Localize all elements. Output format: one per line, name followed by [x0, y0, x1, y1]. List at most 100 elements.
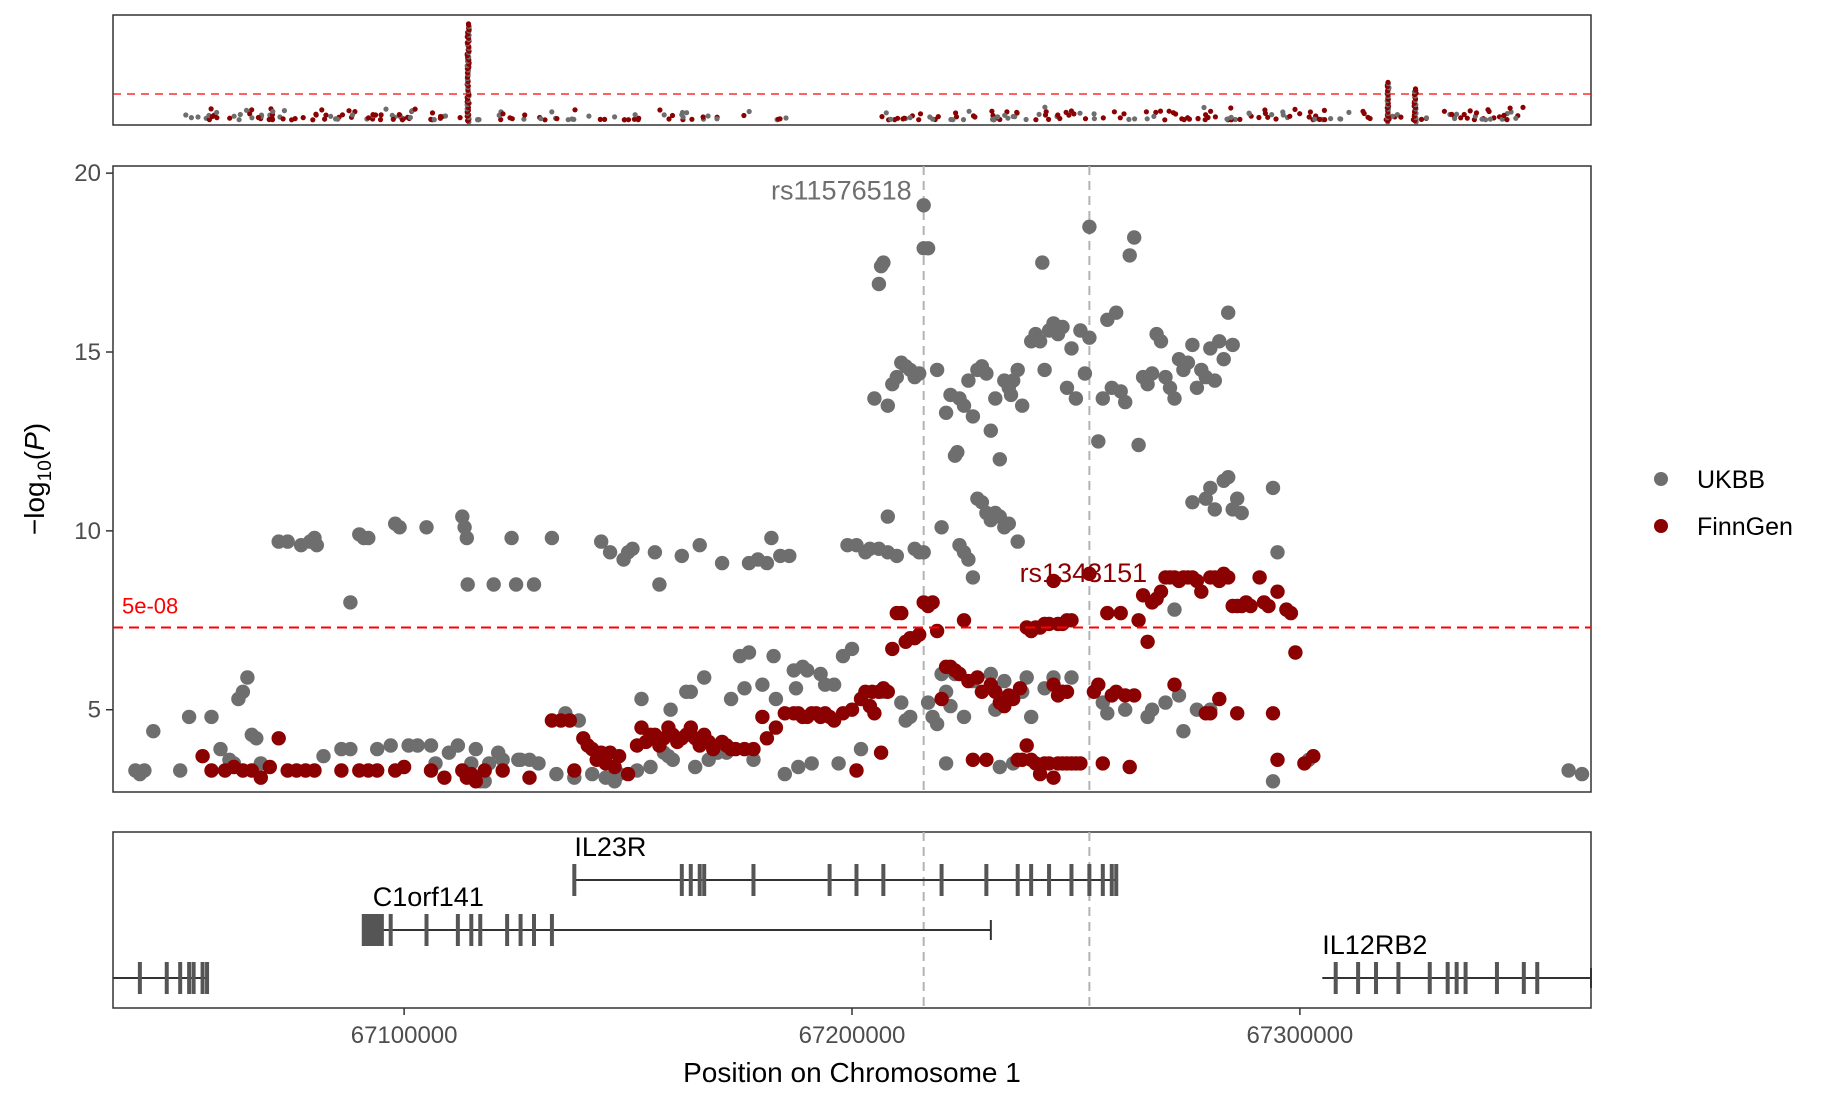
overview-point	[1441, 108, 1447, 114]
point-ukbb	[956, 709, 972, 725]
point-ukbb	[1158, 695, 1173, 710]
overview-point	[1100, 115, 1106, 121]
point-ukbb	[594, 534, 609, 549]
point-ukbb	[826, 677, 842, 692]
overview-point	[542, 117, 548, 123]
overview-point	[377, 117, 384, 123]
overview-point	[1464, 115, 1470, 121]
point-ukbb	[663, 702, 678, 717]
overview-point	[214, 109, 220, 116]
point-ukbb	[961, 373, 976, 388]
point-ukbb	[1122, 248, 1137, 263]
overview-point	[1132, 116, 1138, 122]
point-ukbb	[1207, 373, 1223, 388]
overview-point	[1224, 116, 1230, 122]
overview-point	[1036, 111, 1042, 117]
point-ukbb	[791, 759, 806, 775]
overview-point	[1473, 110, 1480, 116]
overview-point	[1246, 111, 1252, 117]
point-ukbb	[894, 695, 909, 710]
point-finngen	[1012, 681, 1028, 696]
point-finngen	[1006, 691, 1021, 707]
overview-point	[389, 112, 395, 118]
point-finngen	[1113, 605, 1128, 621]
point-ukbb	[889, 548, 904, 564]
point-ukbb	[992, 759, 1007, 775]
x-tick-label: 67300000	[1246, 1022, 1353, 1049]
overview-point	[775, 116, 782, 122]
exon	[505, 914, 510, 946]
point-ukbb	[692, 538, 707, 553]
overview-point	[442, 113, 449, 119]
overview-point	[183, 112, 189, 118]
overview-point	[1292, 106, 1298, 112]
point-ukbb	[979, 366, 994, 381]
overview-point	[1328, 116, 1334, 122]
point-finngen	[912, 627, 927, 642]
overview-point	[1121, 111, 1127, 117]
overview-point	[1046, 116, 1052, 122]
overview-point	[953, 110, 959, 116]
overview-point	[249, 107, 255, 113]
overview-point	[901, 115, 907, 121]
point-ukbb	[1109, 305, 1124, 320]
point-ukbb	[938, 405, 954, 420]
point-finngen	[611, 749, 627, 764]
point-ukbb	[1068, 391, 1084, 406]
point-ukbb	[450, 738, 466, 753]
point-ukbb	[504, 530, 519, 546]
gene-label: IL23R	[574, 832, 646, 862]
overview-point	[328, 113, 334, 119]
point-finngen	[1073, 756, 1088, 771]
point-ukbb	[988, 391, 1003, 406]
point-ukbb	[309, 538, 324, 553]
overview-point	[1418, 116, 1425, 122]
point-ukbb	[1221, 305, 1236, 320]
overview-point	[339, 112, 346, 118]
exon	[379, 914, 384, 946]
exon	[388, 914, 393, 946]
point-finngen	[746, 741, 761, 757]
overview-point	[266, 116, 272, 123]
point-finngen	[1131, 613, 1146, 628]
exon	[1445, 962, 1450, 994]
overview-point	[538, 116, 544, 122]
exon	[984, 864, 989, 896]
overview-point	[255, 114, 261, 121]
overview-point	[399, 117, 405, 123]
overview-point	[948, 116, 954, 123]
overview-point	[1454, 111, 1460, 117]
point-ukbb	[746, 752, 761, 767]
point-finngen	[253, 770, 268, 785]
overview-point	[636, 115, 642, 121]
overview-point	[281, 108, 287, 114]
overview-point	[208, 106, 214, 112]
exon	[469, 914, 474, 946]
overview-point	[383, 106, 389, 112]
overview-point	[1412, 86, 1419, 92]
point-ukbb	[316, 749, 331, 764]
legend-swatch-finngen	[1654, 519, 1668, 533]
point-ukbb	[549, 766, 564, 782]
overview-point	[1195, 115, 1201, 122]
exon	[187, 962, 192, 994]
point-ukbb	[1153, 334, 1169, 349]
overview-point	[1228, 105, 1234, 111]
overview-point	[1501, 112, 1507, 118]
point-ukbb	[929, 362, 945, 378]
overview-point	[679, 109, 686, 116]
overview-point	[319, 107, 325, 113]
overview-point	[1151, 113, 1157, 119]
point-ukbb	[1037, 362, 1052, 378]
overview-point	[522, 112, 528, 118]
overview-point	[390, 116, 396, 122]
point-finngen	[849, 763, 864, 778]
point-finngen	[880, 684, 895, 699]
point-finngen	[1283, 605, 1299, 621]
point-ukbb	[741, 645, 757, 660]
point-ukbb	[625, 541, 640, 556]
overview-point	[1487, 116, 1493, 122]
point-ukbb	[938, 756, 954, 771]
point-ukbb	[737, 681, 752, 696]
point-ukbb	[777, 766, 792, 782]
